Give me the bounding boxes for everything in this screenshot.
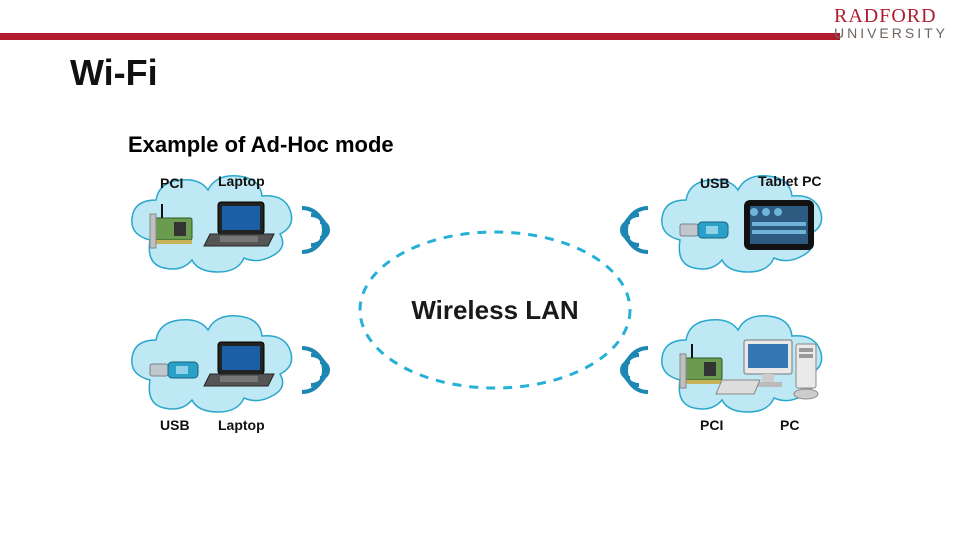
slide: RADFORD UNIVERSITY Wi-Fi Example of Ad-H… bbox=[0, 0, 960, 540]
adapter-label: USB bbox=[700, 175, 730, 191]
node-br: PCI PC bbox=[622, 316, 822, 433]
node-bl: USB Laptop bbox=[132, 316, 328, 433]
center-label: Wireless LAN bbox=[411, 295, 578, 325]
node-tr: USB Tablet PC bbox=[622, 173, 822, 272]
wifi-waves-icon bbox=[622, 208, 648, 252]
tablet-icon bbox=[744, 200, 814, 250]
network-diagram: Wireless LAN PCI Laptop USB Laptop USB Tablet… bbox=[130, 170, 860, 450]
wifi-waves-icon bbox=[302, 348, 328, 392]
device-label: Laptop bbox=[218, 417, 265, 433]
brand-logo: RADFORD UNIVERSITY bbox=[834, 6, 948, 40]
adapter-label: PCI bbox=[700, 417, 723, 433]
device-label: PC bbox=[780, 417, 799, 433]
device-label: Tablet PC bbox=[758, 173, 822, 189]
device-label: Laptop bbox=[218, 173, 265, 189]
adapter-label: PCI bbox=[160, 175, 183, 191]
header-red-bar bbox=[0, 33, 840, 40]
wifi-waves-icon bbox=[622, 348, 648, 392]
page-subtitle: Example of Ad-Hoc mode bbox=[128, 132, 394, 158]
page-title: Wi-Fi bbox=[70, 52, 158, 94]
brand-logo-top: RADFORD bbox=[834, 6, 948, 26]
adapter-label: USB bbox=[160, 417, 190, 433]
usb-adapter-icon bbox=[150, 362, 198, 378]
wifi-waves-icon bbox=[302, 208, 328, 252]
brand-logo-bottom: UNIVERSITY bbox=[834, 26, 948, 40]
usb-adapter-icon bbox=[680, 222, 728, 238]
node-tl: PCI Laptop bbox=[132, 173, 328, 272]
